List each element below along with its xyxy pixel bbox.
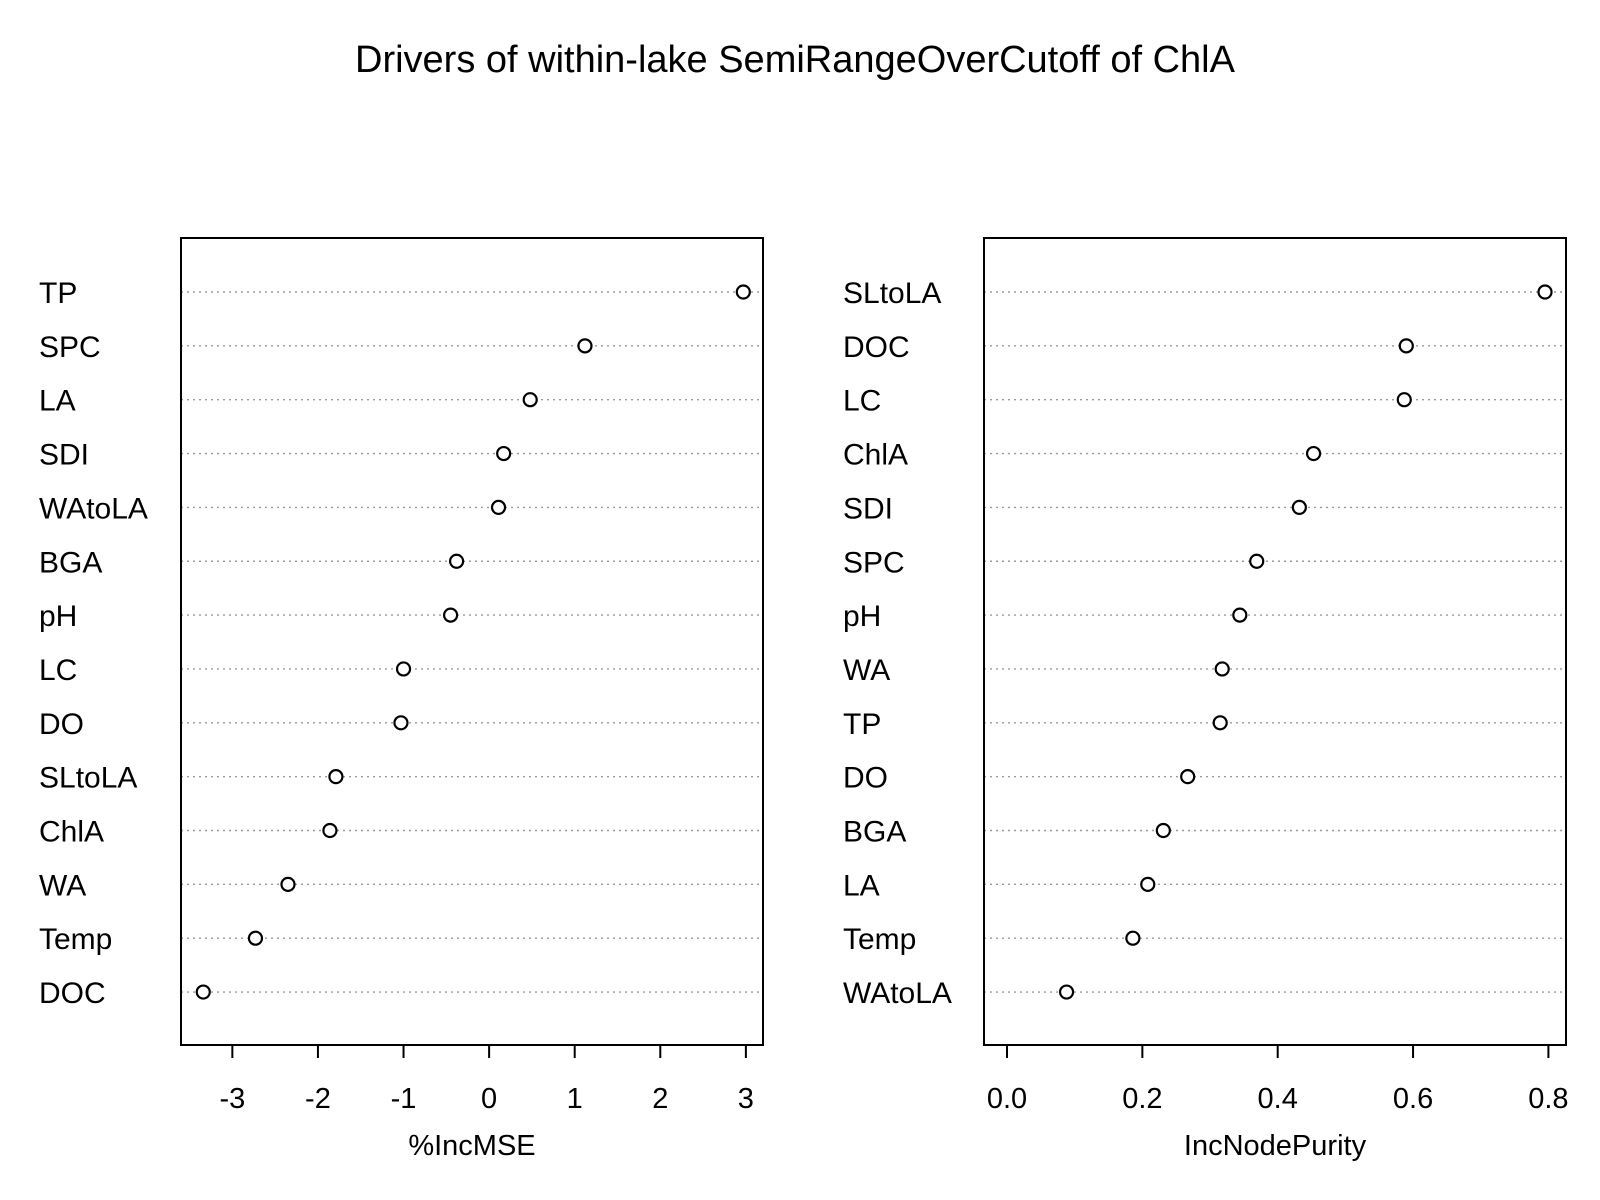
variable-label: BGA (39, 546, 102, 579)
data-point-SDI (496, 445, 512, 462)
variable-label: WAtoLA (39, 492, 148, 525)
data-point-WA (1214, 661, 1230, 677)
data-point-pH (443, 607, 459, 623)
data-point-TP (735, 284, 751, 300)
variable-label: SLtoLA (39, 762, 137, 795)
x-tick-label: 0.4 (1258, 1083, 1298, 1115)
variable-label: LC (843, 385, 881, 418)
data-point-DOC (195, 984, 211, 1000)
chart-title: Drivers of within-lake SemiRangeOverCuto… (355, 39, 1236, 81)
data-point-ChlA (1305, 445, 1322, 462)
variable-label: Temp (39, 923, 112, 956)
x-tick-label: 2 (652, 1083, 668, 1115)
data-point-TP (1212, 715, 1228, 731)
plot-frame (180, 237, 764, 1046)
variable-label: WA (843, 654, 890, 687)
plot-frame (983, 237, 1567, 1046)
variable-label: DO (843, 762, 888, 795)
data-point-Temp (1125, 930, 1141, 946)
data-point-SPC (1249, 553, 1265, 569)
variable-label: ChlA (39, 816, 104, 849)
incnodepurity-panel: SLtoLA DOC LC ChlA SDI SPC pH WA TP DO BGA LA Temp WA… (843, 237, 1569, 1162)
data-point-WAtoLA (1058, 984, 1075, 1000)
variable-label: Temp (843, 923, 916, 956)
variable-label: BGA (843, 816, 906, 849)
variable-label: pH (39, 600, 77, 633)
x-tick-label: 0.2 (1122, 1083, 1162, 1115)
data-point-ChlA (322, 822, 338, 839)
x-tick-label: -3 (219, 1083, 245, 1115)
data-point-pH (1232, 607, 1248, 623)
data-point-LC (1396, 392, 1412, 408)
data-point-LC (395, 661, 412, 677)
variable-label: LA (843, 869, 880, 902)
variable-label: DO (39, 708, 84, 741)
data-point-SDI (1291, 499, 1307, 515)
variable-label: TP (39, 277, 77, 310)
data-point-SLtoLA (1537, 284, 1553, 300)
variable-label: DOC (39, 977, 106, 1010)
x-tick-label: 0.0 (987, 1083, 1027, 1115)
incmse-panel: TP SPC LA SDI WAtoLA BGA pH LC DO SLtoLA ChlA WA Tem… (39, 237, 764, 1162)
variable-label: DOC (843, 331, 910, 364)
data-point-SPC (577, 338, 593, 354)
data-point-DO (393, 715, 409, 731)
x-tick-label: 0.8 (1528, 1083, 1568, 1115)
data-point-Temp (247, 930, 264, 946)
x-tick-label: 0 (481, 1083, 497, 1115)
data-point-WA (280, 876, 296, 892)
variable-label: SDI (843, 492, 893, 525)
variable-label: SDI (39, 439, 89, 472)
data-point-DO (1180, 769, 1196, 785)
variable-label: LC (39, 654, 77, 687)
data-point-DOC (1398, 338, 1414, 354)
variable-label: ChlA (843, 439, 908, 472)
variable-label: WA (39, 869, 86, 902)
x-axis-title: %IncMSE (408, 1130, 535, 1162)
variable-label: LA (39, 385, 76, 418)
data-point-LA (522, 392, 538, 408)
x-tick-label: 0.6 (1393, 1083, 1433, 1115)
data-point-LA (1140, 876, 1156, 892)
x-axis-title: IncNodePurity (1184, 1130, 1367, 1162)
x-tick-label: 3 (738, 1083, 754, 1115)
data-point-WAtoLA (490, 499, 507, 515)
variable-label: SPC (39, 331, 101, 364)
x-tick-label: -1 (391, 1083, 417, 1115)
variable-label: TP (843, 708, 881, 741)
variable-label: pH (843, 600, 881, 633)
variable-label: WAtoLA (843, 977, 952, 1010)
data-point-BGA (1155, 822, 1171, 839)
variable-label: SLtoLA (843, 277, 941, 310)
data-point-BGA (448, 553, 465, 569)
x-tick-label: -2 (305, 1083, 331, 1115)
data-point-SLtoLA (328, 769, 344, 785)
variable-label: SPC (843, 546, 905, 579)
x-tick-label: 1 (567, 1083, 583, 1115)
